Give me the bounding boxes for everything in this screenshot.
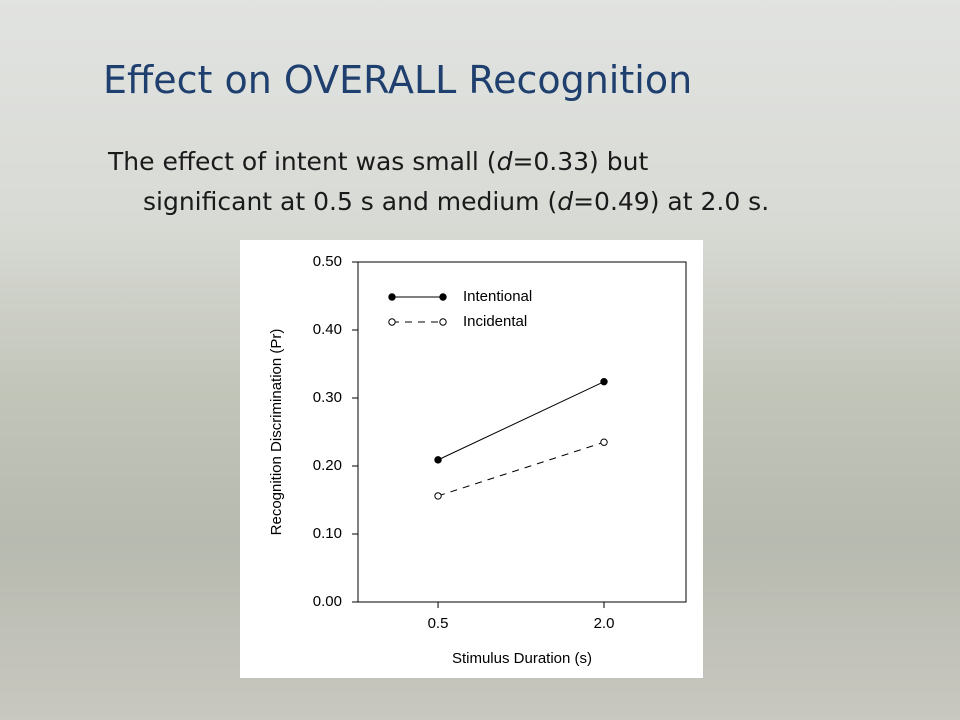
x-tick-label: 2.0 [594, 615, 615, 632]
marker [434, 492, 442, 500]
text: =0.49) at 2.0 s. [573, 187, 770, 216]
x-axis-label: Stimulus Duration (s) [452, 650, 592, 667]
body-line: significant at 0.5 s and medium (d=0.49)… [108, 182, 769, 222]
y-tick-label: 0.10 [313, 525, 342, 542]
y-tick-label: 0.40 [313, 321, 342, 338]
marker [434, 456, 442, 464]
y-axis-label: Recognition Discrimination (Pr) [268, 329, 285, 536]
text: d [496, 147, 513, 176]
text: d [557, 187, 574, 216]
plot-frame [357, 261, 687, 603]
legend-marker [388, 318, 396, 326]
text: The effect of intent was small ( [108, 147, 497, 176]
x-tick-label: 0.5 [428, 615, 449, 632]
legend-label: Intentional [463, 288, 532, 305]
series-line [437, 381, 605, 461]
marker [600, 438, 608, 446]
body-line: The effect of intent was small (d=0.33) … [108, 142, 769, 182]
slide-title: Effect on OVERALL Recognition [103, 58, 693, 102]
text: significant at 0.5 s and medium ( [143, 187, 558, 216]
slide-body: The effect of intent was small (d=0.33) … [108, 142, 769, 222]
legend-marker [439, 293, 447, 301]
y-tick-label: 0.20 [313, 457, 342, 474]
y-tick-label: 0.30 [313, 389, 342, 406]
legend-marker [388, 293, 396, 301]
legend-label: Incidental [463, 313, 527, 330]
legend-marker [439, 318, 447, 326]
chart-panel [240, 240, 703, 678]
y-tick-label: 0.50 [313, 253, 342, 270]
marker [600, 377, 608, 386]
text: =0.33) but [512, 147, 649, 176]
y-tick-label: 0.00 [313, 593, 342, 610]
series-line [437, 441, 605, 497]
